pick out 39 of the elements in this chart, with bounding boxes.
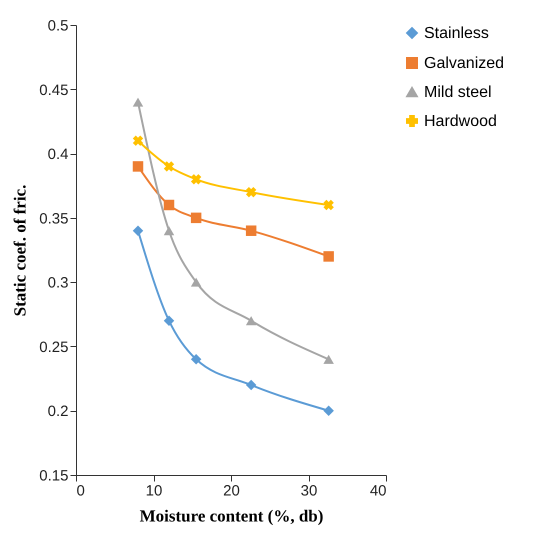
point bbox=[246, 186, 256, 198]
point bbox=[164, 315, 174, 326]
point bbox=[132, 225, 144, 236]
legend-label: Hardwood bbox=[424, 113, 497, 130]
x-tick-label: 40 bbox=[370, 482, 386, 500]
y-tick-label: 0.3 bbox=[48, 274, 68, 292]
point bbox=[164, 200, 174, 210]
point bbox=[246, 316, 256, 326]
x-tick-label: 30 bbox=[300, 482, 318, 500]
y-tick-label: 0.2 bbox=[48, 403, 68, 420]
point bbox=[190, 212, 202, 224]
point bbox=[323, 405, 334, 416]
y-tick-label: 0.5 bbox=[48, 18, 68, 34]
x-axis-title: Moisture content (%, db) bbox=[140, 506, 324, 526]
point bbox=[132, 98, 144, 107]
legend-label: Galvanized bbox=[424, 55, 504, 72]
point bbox=[190, 278, 202, 287]
point bbox=[323, 354, 334, 364]
y-tick-label: 0.4 bbox=[48, 146, 68, 164]
point bbox=[132, 161, 144, 172]
point bbox=[246, 225, 256, 236]
point bbox=[323, 200, 334, 210]
x-tick-label: 20 bbox=[223, 482, 240, 500]
point bbox=[132, 136, 144, 146]
x-tick-label: 0 bbox=[76, 482, 85, 500]
point bbox=[323, 251, 334, 262]
y-tick-label: 0.25 bbox=[39, 338, 68, 356]
legend-label: Stainless bbox=[424, 25, 489, 42]
y-tick-label: 0.15 bbox=[39, 468, 68, 484]
legend-label: Mild steel bbox=[424, 84, 492, 101]
point bbox=[246, 380, 256, 390]
y-tick-label: 0.35 bbox=[39, 210, 68, 228]
point bbox=[190, 174, 202, 184]
point bbox=[190, 354, 202, 365]
x-tick-label: 10 bbox=[146, 482, 162, 500]
y-tick-label: 0.45 bbox=[39, 82, 68, 99]
y-axis-title: Static coef. of fric. bbox=[10, 184, 30, 316]
point bbox=[164, 161, 174, 172]
point bbox=[164, 226, 174, 236]
